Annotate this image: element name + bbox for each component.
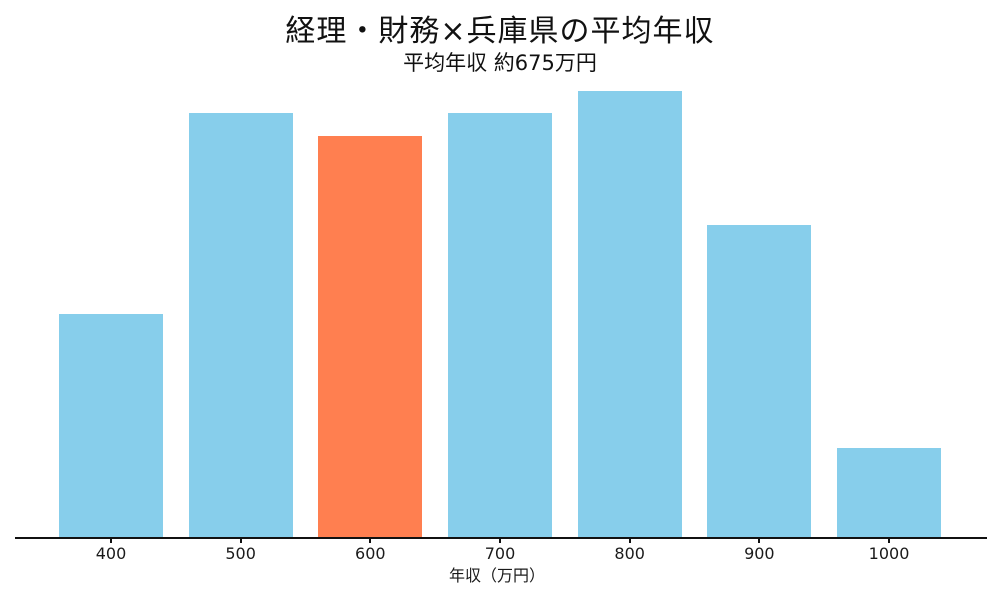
bar-700 xyxy=(448,113,552,537)
x-tick-600 xyxy=(369,539,372,543)
bar-600 xyxy=(318,136,423,537)
bar-1000 xyxy=(837,448,942,537)
x-tick-500 xyxy=(239,539,242,543)
x-tick-label-500: 500 xyxy=(225,544,256,563)
x-tick-1000 xyxy=(888,539,891,543)
x-axis-line xyxy=(15,537,987,539)
bar-900 xyxy=(707,225,812,537)
chart-subtitle: 平均年収 約675万円 xyxy=(403,51,597,75)
x-tick-label-900: 900 xyxy=(744,544,775,563)
x-tick-900 xyxy=(758,539,761,543)
x-tick-800 xyxy=(628,539,631,543)
x-tick-label-600: 600 xyxy=(355,544,386,563)
x-tick-700 xyxy=(499,539,501,543)
x-tick-400 xyxy=(110,539,112,543)
bar-800 xyxy=(577,91,682,537)
x-tick-label-1000: 1000 xyxy=(868,544,910,563)
x-tick-label-800: 800 xyxy=(614,544,645,563)
plot-area: 400 500 600 700 800 900 1000 xyxy=(15,91,987,563)
bar-400 xyxy=(59,314,163,537)
x-tick-label-700: 700 xyxy=(484,544,516,563)
chart-title: 経理・財務×兵庫県の平均年収 xyxy=(285,14,715,49)
bar-500 xyxy=(188,113,293,537)
x-axis-label: 年収（万円） xyxy=(448,566,545,585)
x-tick-label-400: 400 xyxy=(95,544,127,563)
